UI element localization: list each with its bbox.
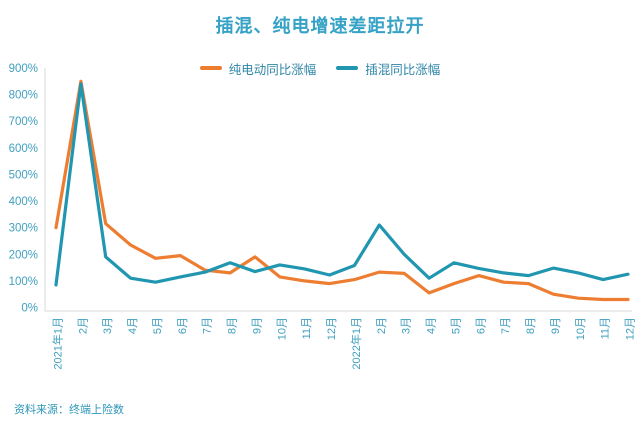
x-axis-tick-label: 11月 [301,317,313,339]
legend-label-pure-ev: 纯电动同比涨幅 [228,62,317,77]
series-line-pure-ev [54,79,630,302]
x-axis-tick-label: 8月 [227,317,239,334]
axis-lines [44,68,632,312]
x-axis-tick-label: 7月 [500,317,512,334]
chart-title: 插混、纯电增速差距拉开 [215,16,425,36]
y-axis-tick-label: 500% [9,169,38,181]
y-axis-tick-label: 200% [9,249,38,261]
y-axis-tick-label: 800% [9,90,38,102]
x-axis-tick-label: 4月 [127,317,139,334]
x-axis-tick-label: 7月 [202,317,214,334]
x-axis-tick-label: 6月 [475,317,487,334]
legend-swatch-phev [336,66,359,70]
x-axis-tick-label: 9月 [252,317,264,334]
y-axis-tick-label: 0% [21,303,38,315]
x-axis-tick-label: 12月 [625,317,637,340]
y-axis-tick-label: 700% [9,116,38,128]
x-axis-tick-label: 6月 [177,317,189,334]
legend-swatch-pure-ev [199,66,222,70]
x-axis-tick-label: 2月 [376,317,388,334]
x-axis-tick-label: 10月 [575,317,587,340]
y-axis-tick-label: 100% [9,276,38,288]
x-axis-tick-label: 3月 [401,317,413,334]
x-axis-tick-label: 3月 [102,317,114,334]
source-note: 资料来源：终端上险数 [14,404,124,416]
y-axis-tick-label: 900% [9,63,38,75]
x-axis-tick-label: 2021年1月 [51,317,65,370]
chart-legend: 纯电动同比涨幅 插混同比涨幅 [0,59,640,78]
x-axis-tick-label: 2022年1月 [349,317,363,370]
legend-label-phev: 插混同比涨幅 [365,62,441,77]
series-line-phev [54,82,630,287]
x-axis-tick-label: 12月 [326,317,338,340]
legend-item-pure-ev: 纯电动同比涨幅 [199,59,317,78]
x-axis-tick-label: 9月 [550,317,562,334]
y-axis-tick-label: 400% [9,196,38,208]
y-axis-tick-label: 600% [9,143,38,155]
x-axis-tick-label: 8月 [525,317,537,334]
x-axis-tick-label: 4月 [426,317,438,334]
legend-item-phev: 插混同比涨幅 [336,59,440,78]
x-axis-tick-label: 11月 [600,317,612,339]
x-axis-tick-label: 5月 [152,317,164,334]
x-axis-tick-label: 5月 [450,317,462,334]
y-axis-tick-label: 300% [9,223,38,235]
x-axis-tick-label: 2月 [77,317,89,334]
x-axis-tick-label: 10月 [276,317,288,340]
